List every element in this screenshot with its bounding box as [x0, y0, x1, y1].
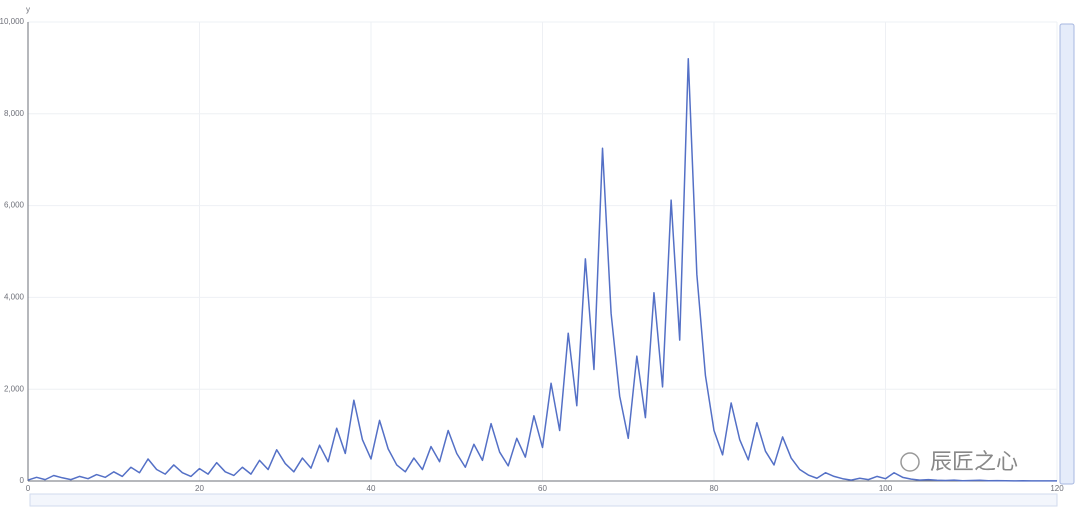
y-tick-label: 0	[20, 476, 25, 485]
y-tick-label: 4,000	[4, 293, 25, 302]
x-tick-label: 20	[195, 484, 204, 493]
y-zoom-slider[interactable]	[1059, 23, 1075, 485]
y-tick-label: 10,000	[0, 17, 25, 26]
x-tick-label: 0	[26, 484, 31, 493]
x-tick-label: 60	[538, 484, 547, 493]
watermark-group: 辰匠之心	[900, 449, 1018, 474]
y-axis-label: y	[26, 5, 30, 14]
x-tick-label: 100	[879, 484, 893, 493]
watermark: 辰匠之心	[930, 449, 1018, 474]
y-tick-label: 2,000	[4, 384, 25, 393]
x-zoom-slider[interactable]	[29, 493, 1058, 507]
y-tick-label: 6,000	[4, 201, 25, 210]
watermark-icon	[900, 452, 920, 472]
x-tick-label: 80	[710, 484, 719, 493]
x-tick-label: 120	[1050, 484, 1064, 493]
data-line	[27, 57, 1058, 482]
x-tick-label: 40	[367, 484, 376, 493]
y-tick-label: 8,000	[4, 109, 25, 118]
